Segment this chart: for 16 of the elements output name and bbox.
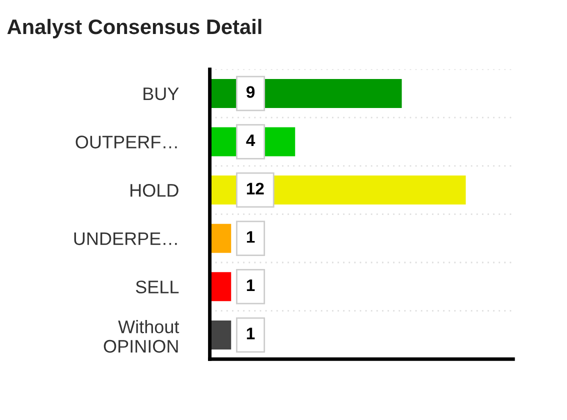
data-label: 9 [246, 86, 255, 98]
bar [210, 224, 232, 253]
bar [210, 320, 232, 350]
bar [210, 272, 232, 302]
y-tick-label: BUY [144, 88, 179, 100]
chart-title: Analyst Consensus Detail [7, 18, 262, 38]
data-label: 1 [246, 231, 255, 243]
y-tick-label: OUTPERF… [76, 136, 177, 148]
data-label: 1 [246, 279, 255, 291]
y-tick-label: Without OPINION [104, 320, 180, 353]
data-label: 4 [246, 134, 256, 146]
y-tick-label: SELL [136, 280, 179, 294]
data-label: 1 [246, 328, 255, 340]
y-tick-label: UNDERPE… [74, 232, 177, 246]
data-label: 12 [246, 182, 264, 194]
y-tick-label: HOLD [130, 184, 178, 197]
